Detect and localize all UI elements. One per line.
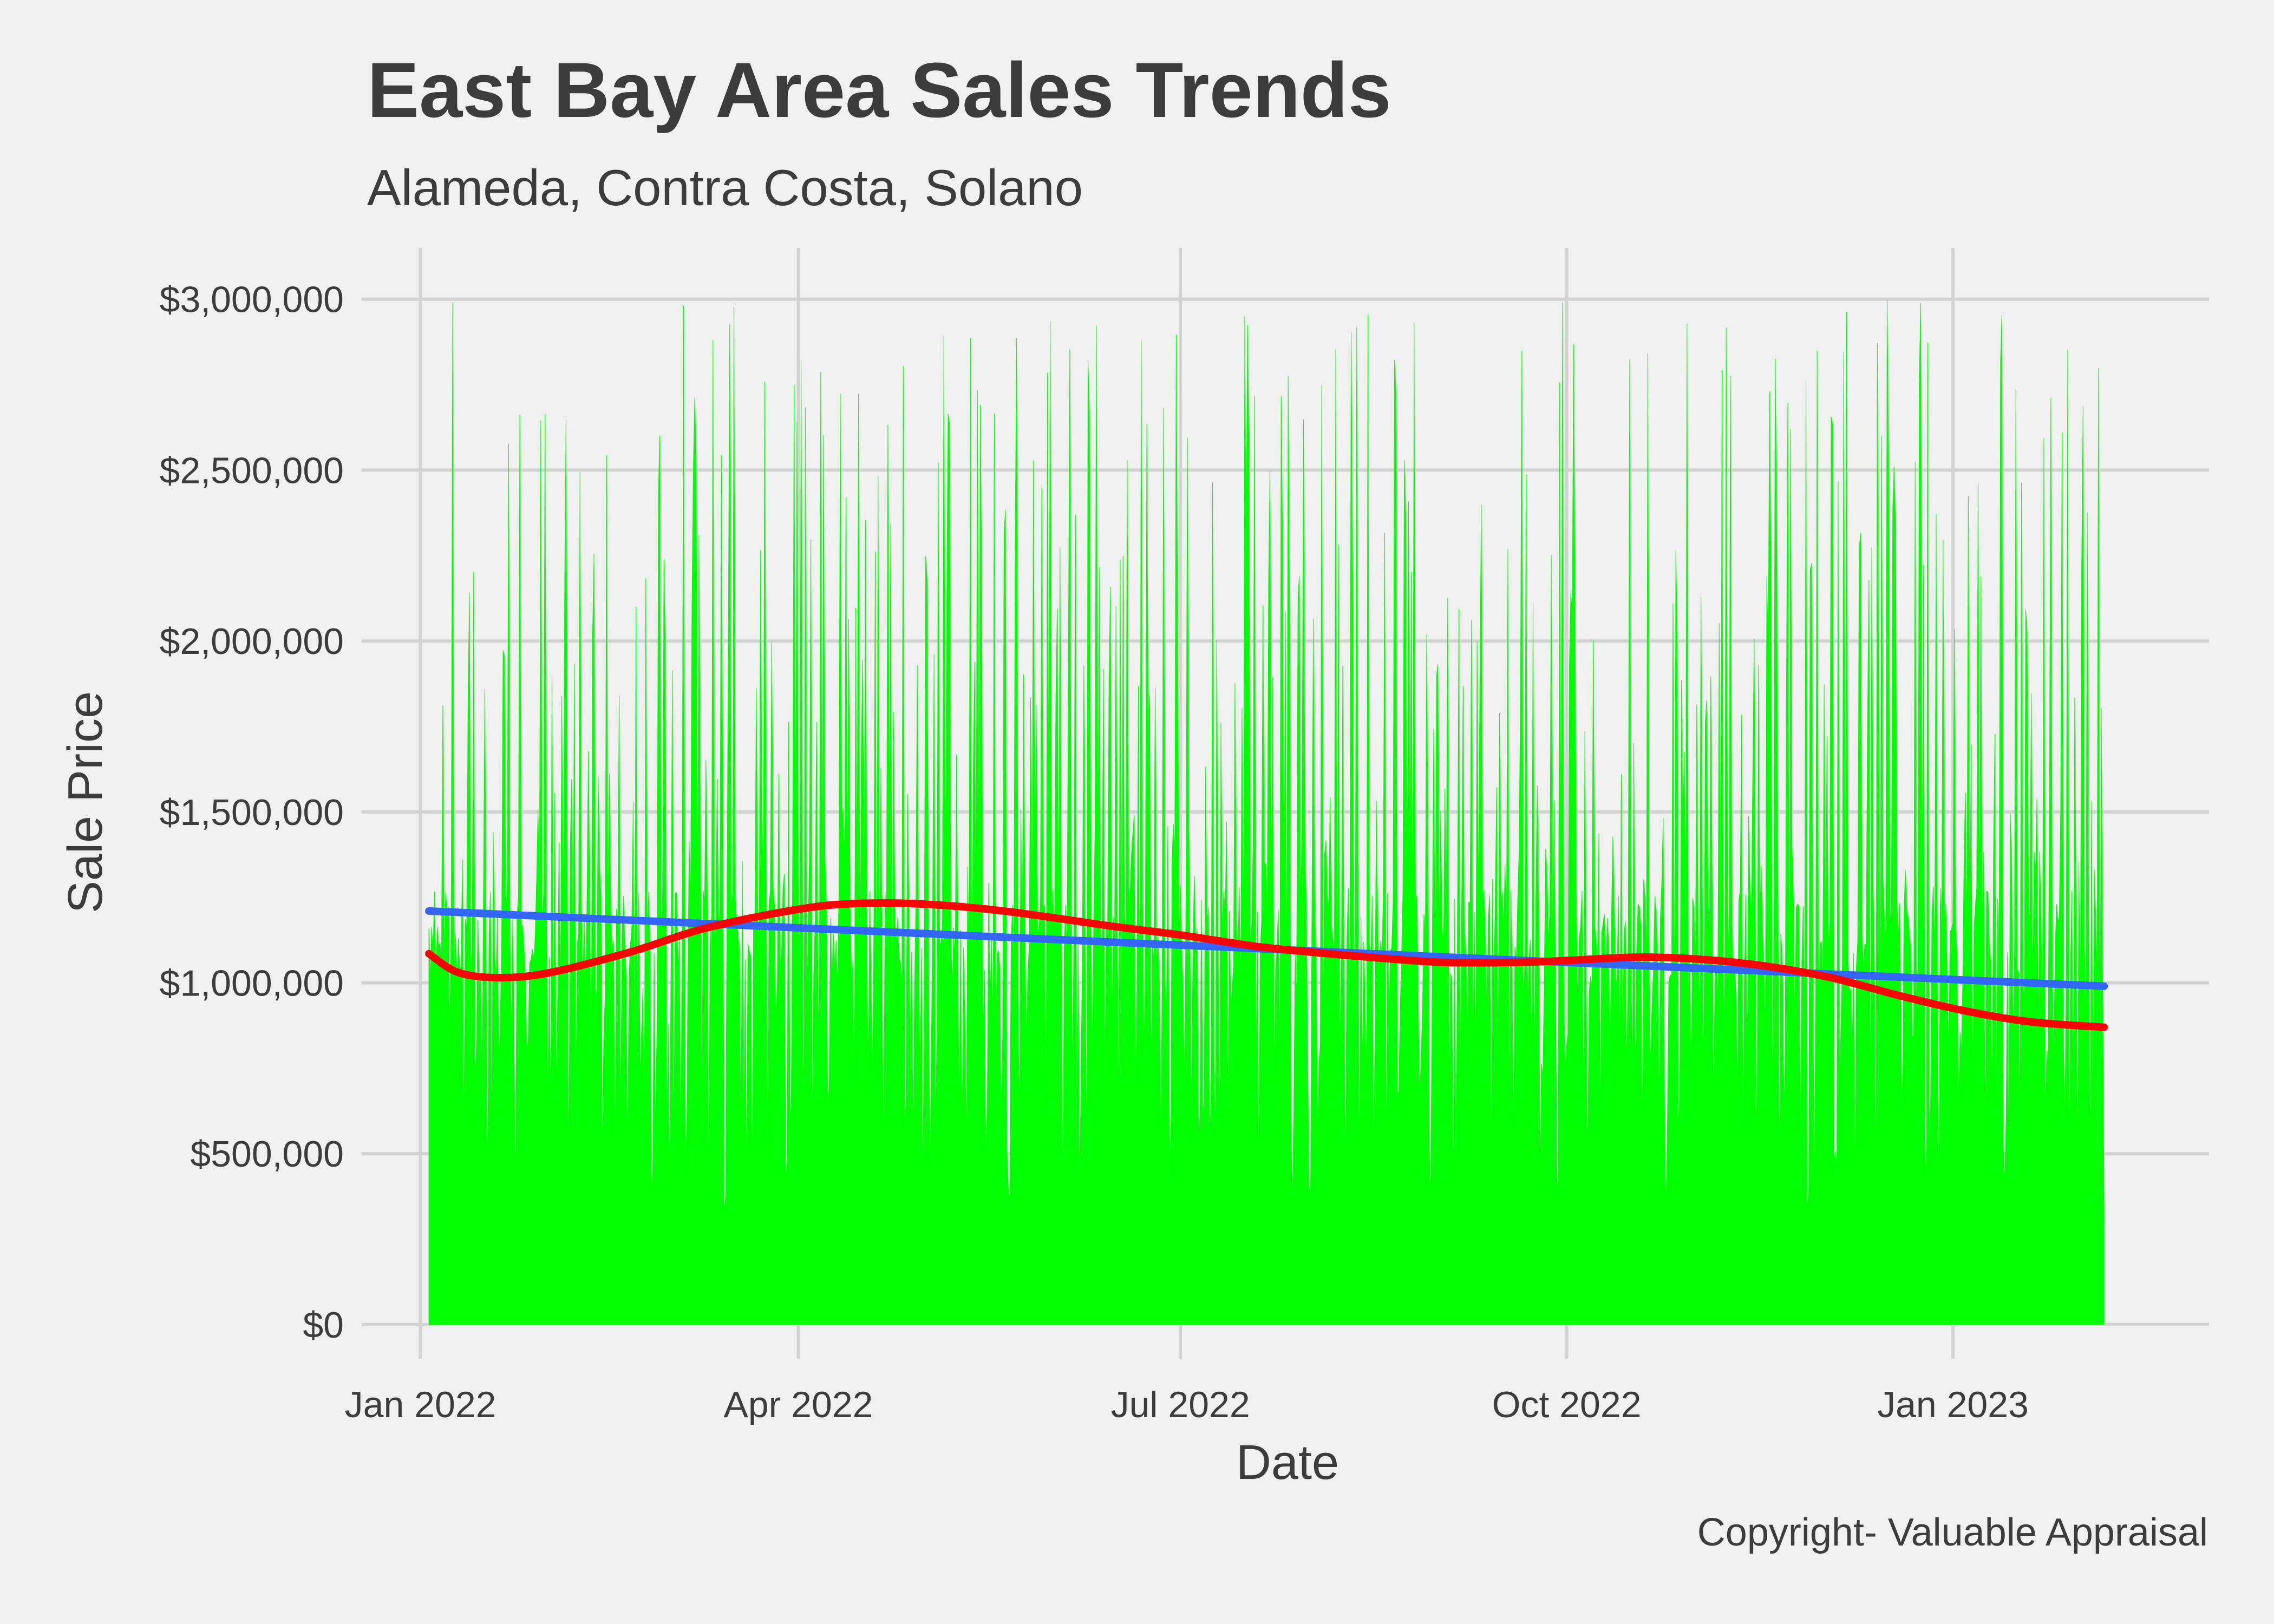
x-axis-ticks: Jan 2022 Apr 2022 Jul 2022 Oct 2022 Jan 2023 [345,1384,2029,1425]
sales-area-fill [428,299,2105,1325]
y-axis-ticks: $0 $500,000 $1,000,000 $1,500,000 $2,000,000… [160,279,344,1346]
y-tick-label: $1,500,000 [160,792,344,833]
y-tick-label: $3,000,000 [160,279,344,320]
x-tick-label: Jul 2022 [1111,1384,1250,1425]
y-tick-label: $1,000,000 [160,962,344,1004]
y-tick-label: $2,500,000 [160,450,344,491]
x-tick-label: Jan 2022 [345,1384,496,1425]
y-tick-label: $2,000,000 [160,621,344,662]
grid-lines [362,248,2209,1359]
sales-area [428,299,2105,1325]
x-axis-title: Date [1236,1436,1339,1490]
x-tick-label: Apr 2022 [723,1384,873,1425]
chart-caption: Copyright- Valuable Appraisal [1697,1511,2208,1554]
chart-title: East Bay Area Sales Trends [367,47,1391,134]
linear-trend-line [425,907,2108,990]
smooth-trend-line [425,899,2108,1031]
trend-lines [425,899,2108,1031]
y-axis-title: Sale Price [58,691,113,913]
y-tick-label: $500,000 [190,1134,344,1175]
chart-subtitle: Alameda, Contra Costa, Solano [367,159,1083,216]
x-tick-label: Jan 2023 [1877,1384,2029,1425]
x-tick-label: Oct 2022 [1492,1384,1642,1425]
y-tick-label: $0 [303,1305,344,1346]
